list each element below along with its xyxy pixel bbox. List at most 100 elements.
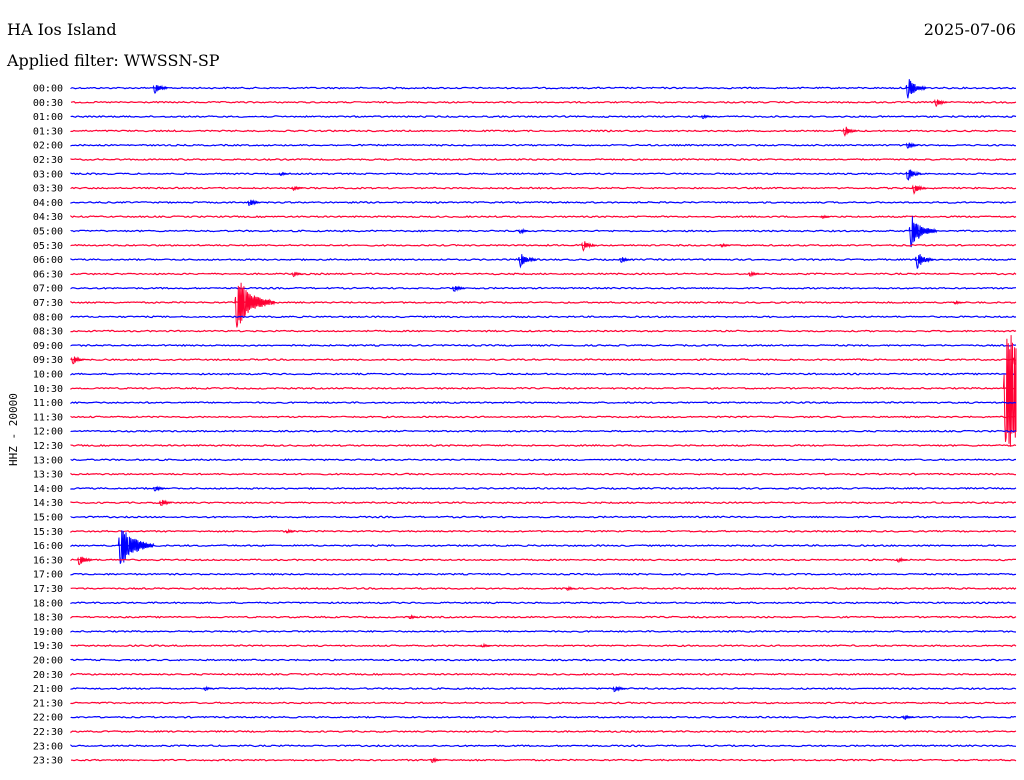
row-time-label: 14:00 bbox=[33, 484, 63, 495]
seismic-event bbox=[719, 242, 730, 248]
seismic-event bbox=[905, 169, 922, 181]
row-time-label: 17:30 bbox=[33, 584, 63, 595]
seismic-event bbox=[905, 141, 919, 150]
row-time-label: 09:30 bbox=[33, 355, 63, 366]
trace-row bbox=[70, 272, 1017, 276]
trace-row bbox=[70, 143, 1016, 147]
trace-row bbox=[70, 472, 1017, 476]
row-time-label: 20:30 bbox=[33, 670, 63, 681]
row-time-label: 13:30 bbox=[33, 470, 63, 481]
seismic-event bbox=[895, 556, 908, 563]
row-time-label: 21:30 bbox=[33, 698, 63, 709]
seismic-event bbox=[911, 184, 927, 195]
row-time-label: 03:30 bbox=[33, 184, 63, 195]
trace-row bbox=[70, 744, 1017, 748]
seismic-event bbox=[933, 98, 948, 108]
trace-row bbox=[70, 86, 1017, 90]
row-time-label: 15:00 bbox=[33, 513, 63, 524]
trace-row bbox=[70, 115, 1017, 119]
seismic-event bbox=[952, 300, 964, 306]
row-time-label: 00:00 bbox=[33, 84, 63, 95]
row-time-label: 02:00 bbox=[33, 141, 63, 152]
seismic-event bbox=[291, 185, 303, 192]
trace-row bbox=[70, 444, 1017, 447]
row-time-label: 06:00 bbox=[33, 255, 63, 266]
row-time-label: 01:30 bbox=[33, 126, 63, 137]
seismic-event bbox=[612, 685, 626, 693]
row-time-label: 22:30 bbox=[33, 727, 63, 738]
date-label: 2025-07-06 bbox=[923, 20, 1016, 39]
row-time-label: 02:30 bbox=[33, 155, 63, 166]
trace-row bbox=[70, 100, 1017, 104]
row-time-label: 10:30 bbox=[33, 384, 63, 395]
trace-row bbox=[70, 372, 1017, 376]
row-time-label: 04:00 bbox=[33, 198, 63, 209]
row-time-label: 23:00 bbox=[33, 741, 63, 752]
trace-row bbox=[70, 243, 1017, 247]
trace-row bbox=[70, 429, 1017, 433]
trace-row bbox=[70, 701, 1017, 705]
trace-row bbox=[70, 129, 1017, 133]
row-time-label: 05:00 bbox=[33, 227, 63, 238]
trace-row bbox=[70, 644, 1017, 648]
seismic-event bbox=[700, 113, 712, 120]
trace-row bbox=[70, 715, 1017, 719]
seismic-event bbox=[234, 282, 276, 328]
row-time-label: 11:00 bbox=[33, 398, 63, 409]
row-time-label: 16:00 bbox=[33, 541, 63, 552]
seismic-event bbox=[517, 254, 537, 269]
seismic-event bbox=[284, 528, 296, 534]
seismic-event bbox=[429, 757, 442, 764]
row-time-label: 15:30 bbox=[33, 527, 63, 538]
row-time-label: 04:30 bbox=[33, 212, 63, 223]
trace-row bbox=[70, 415, 1017, 419]
trace-row bbox=[70, 186, 1017, 190]
row-time-label: 19:00 bbox=[33, 627, 63, 638]
trace-row bbox=[70, 687, 1017, 691]
seismic-event bbox=[565, 585, 576, 591]
trace-row bbox=[70, 501, 1017, 505]
seismic-event bbox=[407, 613, 419, 620]
row-time-label: 14:30 bbox=[33, 498, 63, 509]
seismic-event bbox=[247, 199, 261, 206]
trace-row bbox=[70, 300, 1017, 305]
seismic-event bbox=[291, 271, 303, 278]
row-time-label: 09:00 bbox=[33, 341, 63, 352]
trace-row bbox=[70, 458, 1016, 462]
trace-row bbox=[70, 486, 1017, 490]
seismic-event bbox=[908, 216, 938, 248]
trace-row bbox=[70, 158, 1017, 161]
trace-row bbox=[70, 529, 1017, 534]
trace-row bbox=[70, 730, 1017, 734]
row-time-label: 01:00 bbox=[33, 112, 63, 123]
seismic-event bbox=[905, 79, 927, 99]
seismic-event bbox=[278, 171, 289, 177]
trace-row bbox=[70, 343, 1017, 347]
trace-row bbox=[70, 200, 1017, 204]
station-title: HA Ios Island bbox=[7, 20, 117, 39]
row-time-label: 13:00 bbox=[33, 455, 63, 466]
row-time-label: 23:30 bbox=[33, 756, 63, 767]
trace-row bbox=[70, 258, 1017, 262]
seismic-event bbox=[76, 556, 93, 566]
seismic-event bbox=[902, 714, 914, 721]
trace-row bbox=[70, 329, 1017, 333]
trace-row bbox=[70, 558, 1016, 562]
row-time-label: 18:30 bbox=[33, 613, 63, 624]
row-time-label: 03:00 bbox=[33, 169, 63, 180]
trace-row bbox=[70, 215, 1017, 219]
trace-row bbox=[70, 172, 1017, 176]
trace-row bbox=[70, 630, 1017, 633]
trace-row bbox=[70, 615, 1017, 619]
seismic-event bbox=[820, 214, 831, 219]
row-time-label: 18:00 bbox=[33, 598, 63, 609]
trace-row bbox=[70, 358, 1017, 362]
seismic-event bbox=[842, 126, 858, 137]
row-time-label: 07:00 bbox=[33, 284, 63, 295]
row-time-label: 17:00 bbox=[33, 570, 63, 581]
trace-row bbox=[70, 386, 1017, 390]
trace-row bbox=[70, 672, 1017, 677]
seismic-event bbox=[70, 356, 85, 365]
seismic-event bbox=[747, 270, 760, 277]
